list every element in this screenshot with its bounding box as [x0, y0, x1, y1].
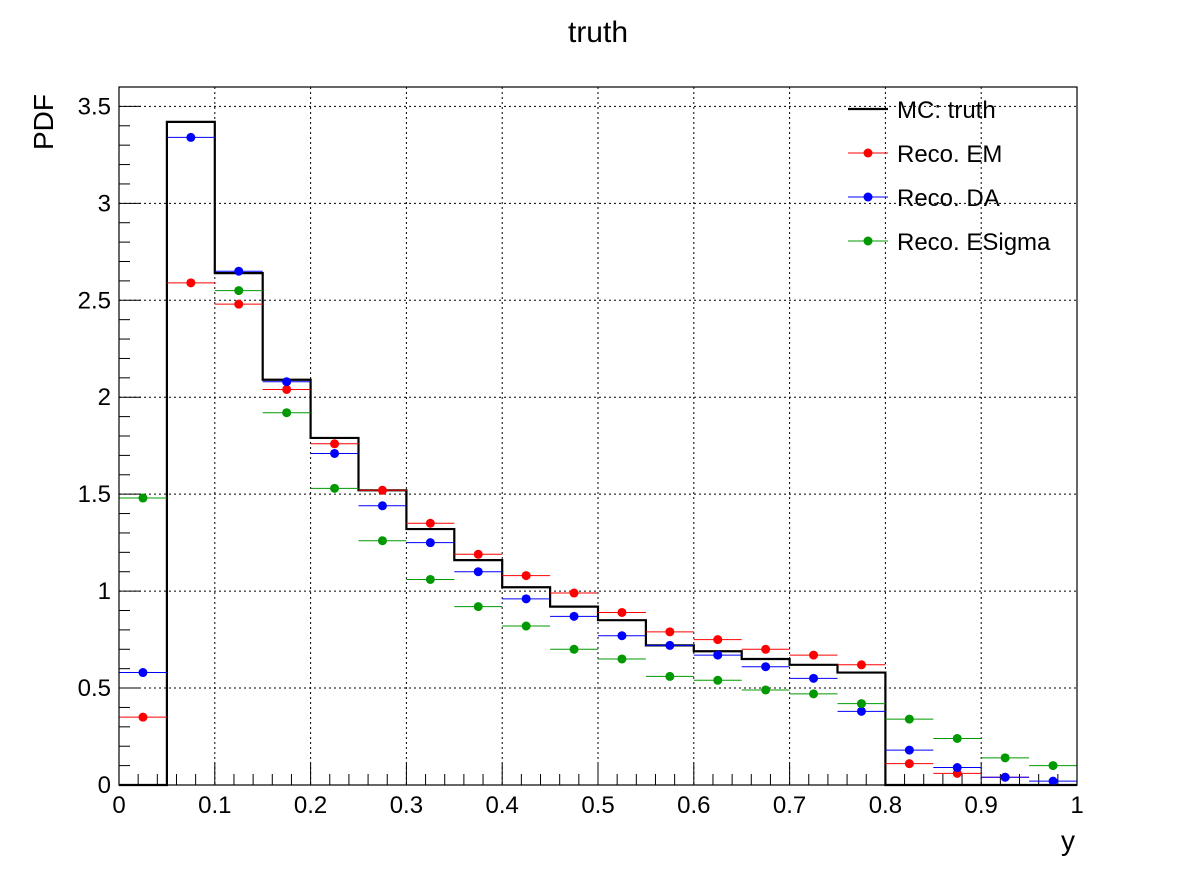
- points-layer: [119, 132, 1077, 786]
- legend-label: MC: truth: [897, 97, 996, 124]
- y-tick-label: 3.5: [78, 93, 111, 120]
- data-point: [713, 675, 723, 685]
- data-point: [138, 712, 148, 722]
- data-point: [138, 668, 148, 678]
- data-point: [330, 439, 340, 449]
- y-tick-label: 0.5: [78, 675, 111, 702]
- histogram-layer: [119, 120, 1077, 787]
- data-point: [713, 650, 723, 660]
- data-point: [425, 574, 435, 584]
- data-point: [904, 759, 914, 769]
- truth-histogram-line: [119, 120, 1077, 787]
- legend-label: Reco. EM: [897, 141, 1002, 168]
- legend: MC: truth Reco. EM Reco. DA Reco. ESigma: [848, 97, 1051, 256]
- x-tick-label: 0.7: [773, 792, 806, 819]
- series-reco-esigma: [119, 286, 1077, 771]
- data-point: [761, 644, 771, 654]
- data-point: [377, 485, 387, 495]
- data-point: [569, 611, 579, 621]
- data-point: [282, 377, 292, 387]
- legend-swatch-marker: [863, 148, 873, 158]
- data-point: [521, 594, 531, 604]
- plot-frame: [118, 86, 1078, 786]
- data-point: [282, 384, 292, 394]
- x-tick-label: 0.8: [869, 792, 902, 819]
- data-point: [473, 602, 483, 612]
- data-point: [713, 635, 723, 645]
- x-tick-label: 0.9: [965, 792, 998, 819]
- data-point: [377, 501, 387, 511]
- data-point: [425, 538, 435, 548]
- data-point: [1048, 776, 1058, 786]
- data-point: [186, 132, 196, 142]
- y-tick-label: 1.5: [78, 481, 111, 508]
- data-point: [856, 660, 866, 670]
- data-point: [761, 662, 771, 672]
- data-point: [473, 567, 483, 577]
- data-point: [1048, 761, 1058, 771]
- y-tick-labels: 0 0.5 1 1.5 2 2.5 3 3.5: [78, 93, 111, 799]
- data-point: [761, 685, 771, 695]
- data-point: [521, 571, 531, 581]
- data-point: [952, 763, 962, 773]
- data-point: [234, 266, 244, 276]
- axis-ticks: [118, 86, 1078, 786]
- x-axis-label: y: [1061, 825, 1075, 856]
- y-tick-label: 2.5: [78, 287, 111, 314]
- data-point: [377, 536, 387, 546]
- data-point: [1000, 772, 1010, 782]
- data-point: [617, 654, 627, 664]
- y-tick-label: 0: [98, 772, 111, 799]
- y-axis-label: PDF: [28, 94, 59, 150]
- data-point: [809, 689, 819, 699]
- data-point: [1000, 753, 1010, 763]
- x-tick-label: 0: [112, 792, 125, 819]
- y-tick-label: 1: [98, 578, 111, 605]
- x-tick-labels: 0 0.1 0.2 0.3 0.4 0.5 0.6 0.7 0.8 0.9 1: [112, 792, 1083, 819]
- data-point: [665, 640, 675, 650]
- x-tick-label: 1: [1070, 792, 1083, 819]
- x-tick-label: 0.2: [294, 792, 327, 819]
- data-point: [617, 607, 627, 617]
- x-tick-label: 0.4: [486, 792, 519, 819]
- data-point: [138, 493, 148, 503]
- data-point: [330, 483, 340, 493]
- data-point: [186, 278, 196, 288]
- legend-swatch-marker: [863, 236, 873, 246]
- x-tick-label: 0.6: [677, 792, 710, 819]
- data-point: [473, 549, 483, 559]
- data-point: [234, 299, 244, 309]
- data-point: [856, 699, 866, 709]
- data-point: [425, 518, 435, 528]
- chart-title: truth: [568, 16, 628, 49]
- data-point: [809, 673, 819, 683]
- data-point: [521, 621, 531, 631]
- y-tick-label: 3: [98, 190, 111, 217]
- data-point: [856, 706, 866, 716]
- x-tick-label: 0.5: [581, 792, 614, 819]
- series-reco-da: [119, 132, 1077, 786]
- data-point: [282, 408, 292, 418]
- data-point: [330, 448, 340, 458]
- legend-label: Reco. DA: [897, 185, 1000, 212]
- data-point: [809, 650, 819, 660]
- data-point: [569, 644, 579, 654]
- x-tick-label: 0.3: [390, 792, 423, 819]
- legend-label: Reco. ESigma: [897, 229, 1051, 256]
- y-tick-label: 2: [98, 384, 111, 411]
- data-point: [569, 588, 579, 598]
- x-tick-label: 0.1: [198, 792, 231, 819]
- data-point: [665, 627, 675, 637]
- data-point: [952, 733, 962, 743]
- data-point: [234, 286, 244, 296]
- legend-swatch-marker: [863, 192, 873, 202]
- grid: [119, 87, 1077, 785]
- data-point: [665, 671, 675, 681]
- data-point: [617, 631, 627, 641]
- data-point: [904, 745, 914, 755]
- data-point: [904, 714, 914, 724]
